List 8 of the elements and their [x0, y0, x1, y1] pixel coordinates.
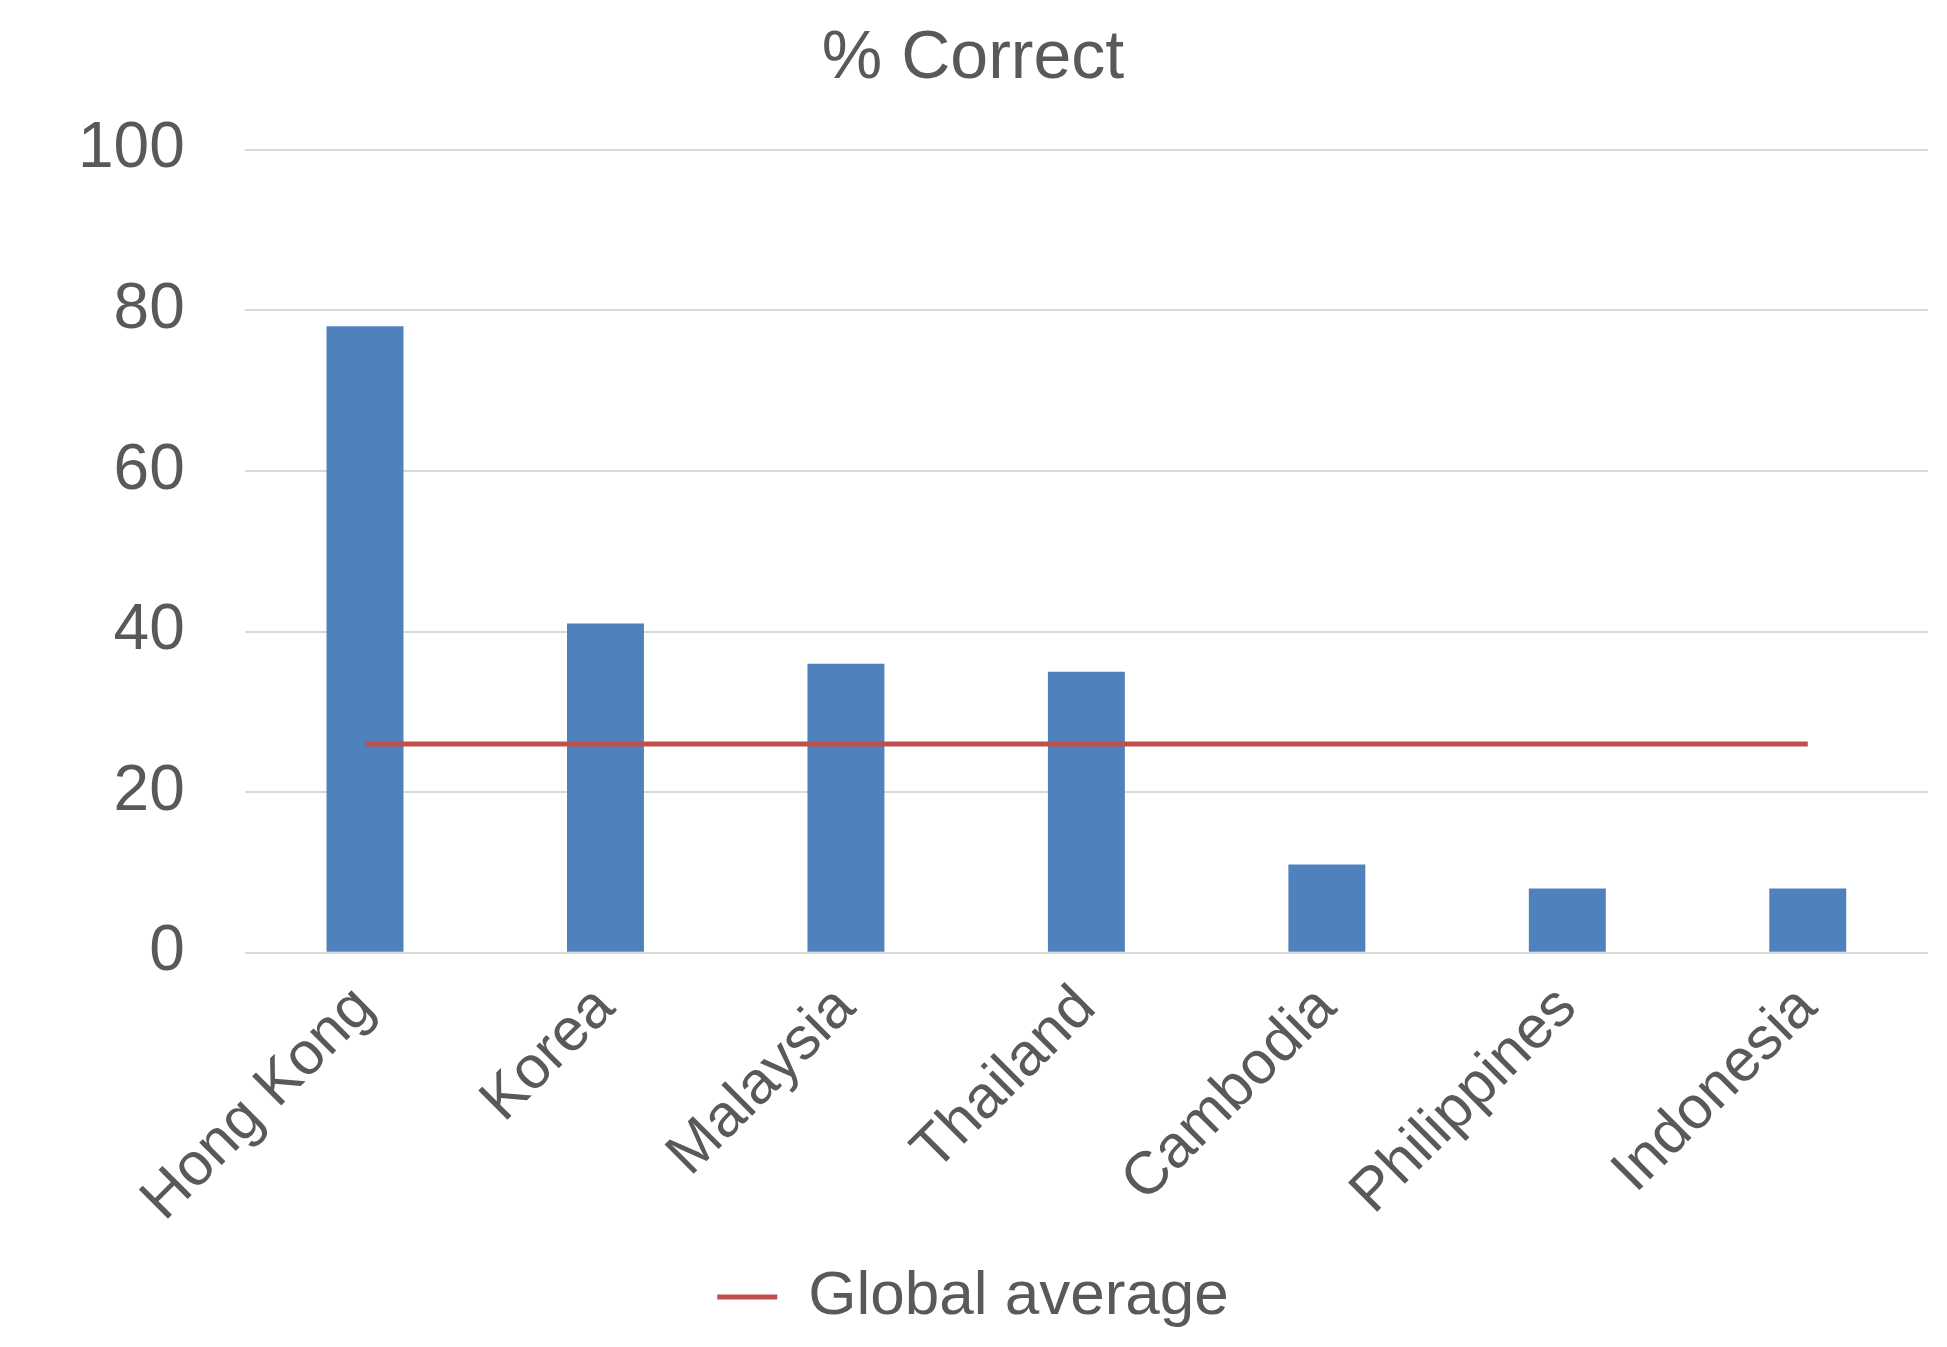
y-tick-label: 80	[113, 269, 185, 342]
y-tick-label: 20	[113, 751, 185, 824]
y-tick-label: 60	[113, 430, 185, 503]
y-tick-label: 40	[113, 591, 185, 664]
legend-label: Global average	[808, 1258, 1229, 1328]
y-tick-label: 100	[78, 109, 185, 182]
chart-title: % Correct	[821, 15, 1125, 92]
y-tick-label: 0	[149, 912, 185, 985]
